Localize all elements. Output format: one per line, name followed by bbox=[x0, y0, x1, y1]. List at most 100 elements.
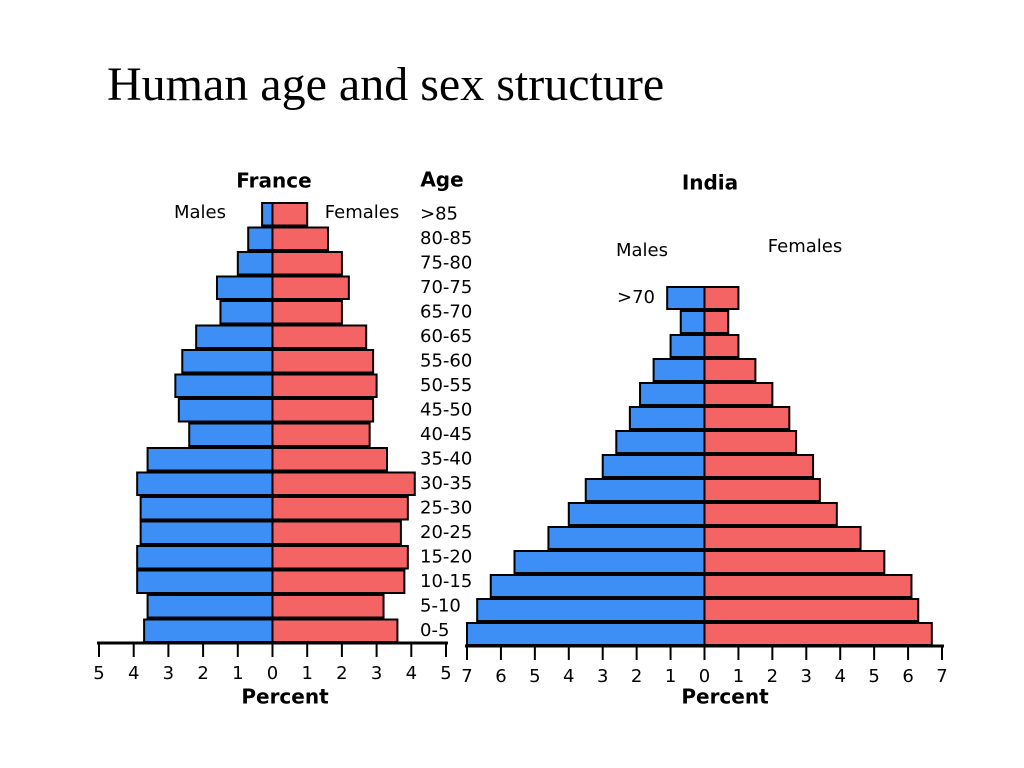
chart-title: India bbox=[682, 171, 738, 195]
series-label: Females bbox=[325, 202, 399, 223]
bar bbox=[271, 569, 406, 594]
bar bbox=[174, 373, 274, 398]
bar bbox=[703, 502, 838, 526]
x-axis-title: Percent bbox=[681, 685, 769, 709]
bar bbox=[489, 574, 706, 598]
x-tick-label: 2 bbox=[767, 666, 778, 687]
category-label: 30-35 bbox=[420, 473, 472, 494]
bar bbox=[271, 275, 350, 300]
category-label: 10-15 bbox=[420, 571, 472, 592]
bar bbox=[703, 622, 933, 646]
category-label: 0-5 bbox=[420, 620, 449, 641]
x-tick-label: 7 bbox=[936, 666, 947, 687]
x-tick-label: 1 bbox=[665, 666, 676, 687]
x-tick-label: 3 bbox=[597, 666, 608, 687]
x-tick-label: 2 bbox=[336, 663, 347, 684]
bar bbox=[271, 422, 371, 447]
bar bbox=[703, 550, 886, 574]
bar bbox=[513, 550, 706, 574]
bar bbox=[271, 471, 416, 496]
bar bbox=[584, 478, 706, 502]
bar bbox=[703, 598, 920, 622]
bar bbox=[271, 324, 368, 349]
bar bbox=[271, 520, 402, 545]
category-label: 70-75 bbox=[420, 277, 472, 298]
bar bbox=[628, 406, 706, 430]
series-label: Males bbox=[174, 202, 226, 223]
bar bbox=[247, 226, 274, 251]
bar bbox=[703, 406, 791, 430]
bar bbox=[271, 618, 399, 643]
category-label: 20-25 bbox=[420, 522, 472, 543]
bar bbox=[271, 226, 330, 251]
bar bbox=[177, 398, 274, 423]
category-label: 45-50 bbox=[420, 399, 472, 420]
x-tick-label: 4 bbox=[128, 663, 139, 684]
bar bbox=[146, 594, 274, 619]
category-label: 50-55 bbox=[420, 375, 472, 396]
bar bbox=[703, 478, 821, 502]
y-axis-title: Age bbox=[420, 168, 463, 192]
category-label: 75-80 bbox=[420, 252, 472, 273]
category-label: 15-20 bbox=[420, 546, 472, 567]
bar bbox=[271, 398, 375, 423]
category-label: 5-10 bbox=[420, 595, 461, 616]
bar bbox=[703, 310, 730, 334]
bar bbox=[271, 373, 378, 398]
x-tick-label: 3 bbox=[371, 663, 382, 684]
bar bbox=[466, 622, 706, 646]
x-tick-label: 5 bbox=[440, 663, 451, 684]
x-tick-label: 4 bbox=[563, 666, 574, 687]
slide-title: Human age and sex structure bbox=[107, 58, 664, 111]
bar bbox=[143, 618, 274, 643]
bar bbox=[703, 574, 913, 598]
bar bbox=[219, 300, 274, 325]
bar bbox=[271, 300, 343, 325]
bar bbox=[195, 324, 274, 349]
x-axis-title: Percent bbox=[241, 685, 329, 709]
bar bbox=[703, 358, 757, 382]
bar bbox=[703, 382, 774, 406]
bar bbox=[139, 496, 274, 521]
bar bbox=[136, 569, 274, 594]
x-tick-label: 5 bbox=[868, 666, 879, 687]
bar bbox=[181, 349, 274, 374]
chart-title: France bbox=[236, 169, 311, 193]
x-tick-label: 7 bbox=[461, 666, 472, 687]
bar bbox=[703, 430, 798, 454]
category-label: 80-85 bbox=[420, 228, 472, 249]
x-tick-label: 3 bbox=[801, 666, 812, 687]
bar bbox=[547, 526, 706, 550]
bar bbox=[271, 496, 409, 521]
category-label: 60-65 bbox=[420, 326, 472, 347]
bar bbox=[188, 422, 274, 447]
bar bbox=[639, 382, 706, 406]
series-label: Females bbox=[768, 236, 842, 257]
bar bbox=[601, 454, 706, 478]
bar bbox=[615, 430, 706, 454]
bar bbox=[703, 286, 740, 310]
bar bbox=[666, 286, 706, 310]
x-tick-label: 0 bbox=[699, 666, 710, 687]
x-tick-label: 4 bbox=[834, 666, 845, 687]
bar bbox=[146, 447, 274, 472]
bar bbox=[271, 251, 343, 276]
bar bbox=[703, 454, 815, 478]
x-tick-label: 3 bbox=[163, 663, 174, 684]
category-label: 35-40 bbox=[420, 448, 472, 469]
category-label: 65-70 bbox=[420, 301, 472, 322]
category-label: >70 bbox=[617, 287, 655, 308]
bar bbox=[703, 334, 740, 358]
bar bbox=[271, 349, 375, 374]
x-tick-label: 6 bbox=[902, 666, 913, 687]
bar bbox=[271, 594, 385, 619]
category-label: 55-60 bbox=[420, 350, 472, 371]
bar bbox=[271, 447, 389, 472]
bar bbox=[652, 358, 706, 382]
x-tick-label: 2 bbox=[197, 663, 208, 684]
bar bbox=[136, 545, 274, 570]
x-tick-label: 2 bbox=[631, 666, 642, 687]
x-tick-label: 4 bbox=[406, 663, 417, 684]
x-tick-label: 5 bbox=[529, 666, 540, 687]
category-label: >85 bbox=[420, 203, 458, 224]
